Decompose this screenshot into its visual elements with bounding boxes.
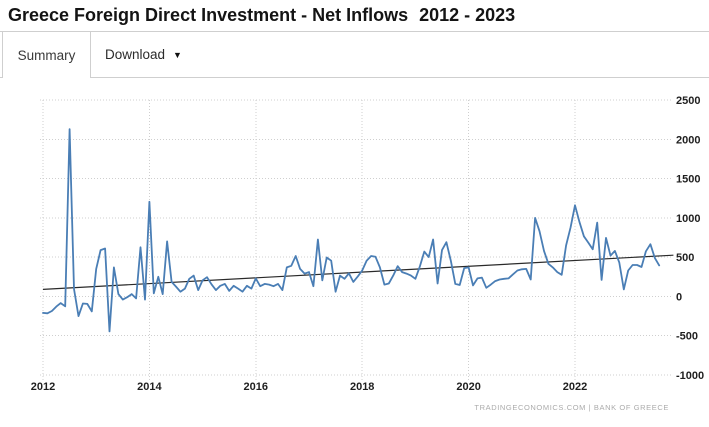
title-bar: Greece Foreign Direct Investment - Net I…: [0, 0, 709, 32]
x-tick-label: 2022: [563, 381, 587, 393]
x-tick-label: 2016: [244, 381, 268, 393]
chart-panel: 2500 2000 1500 1000 500 0 -500 -1000 2012 2014 201…: [0, 79, 709, 427]
x-tick-label: 2020: [456, 381, 480, 393]
y-tick-label: 2000: [676, 134, 700, 146]
chart-canvas[interactable]: 2500 2000 1500 1000 500 0 -500 -1000 2012 2014 201…: [0, 79, 709, 427]
y-tick-label: -500: [676, 331, 698, 343]
tab-summary-label: Summary: [17, 47, 76, 63]
download-label: Download: [105, 47, 166, 62]
series-line: [42, 128, 661, 333]
caret-down-icon: ▼: [173, 50, 182, 60]
x-tick-label: 2012: [31, 381, 55, 393]
y-tick-label: 2500: [676, 95, 700, 107]
tab-bar: Summary Download ▼: [0, 32, 709, 78]
x-tick-label: 2018: [350, 381, 374, 393]
y-tick-label: -1000: [676, 370, 704, 382]
download-button[interactable]: Download ▼: [91, 32, 196, 77]
y-tick-label: 1500: [676, 174, 700, 186]
tab-summary[interactable]: Summary: [2, 32, 91, 78]
y-tick-label: 1000: [676, 213, 700, 225]
trend-line: [42, 254, 674, 290]
attribution: TRADINGECONOMICS.COM | BANK OF GREECE: [474, 403, 669, 412]
y-tick-label: 500: [676, 252, 694, 264]
page-title: Greece Foreign Direct Investment - Net I…: [8, 5, 409, 25]
title-date-range: 2012 - 2023: [419, 5, 516, 25]
y-tick-label: 0: [676, 291, 682, 303]
x-tick-label: 2014: [137, 381, 162, 393]
